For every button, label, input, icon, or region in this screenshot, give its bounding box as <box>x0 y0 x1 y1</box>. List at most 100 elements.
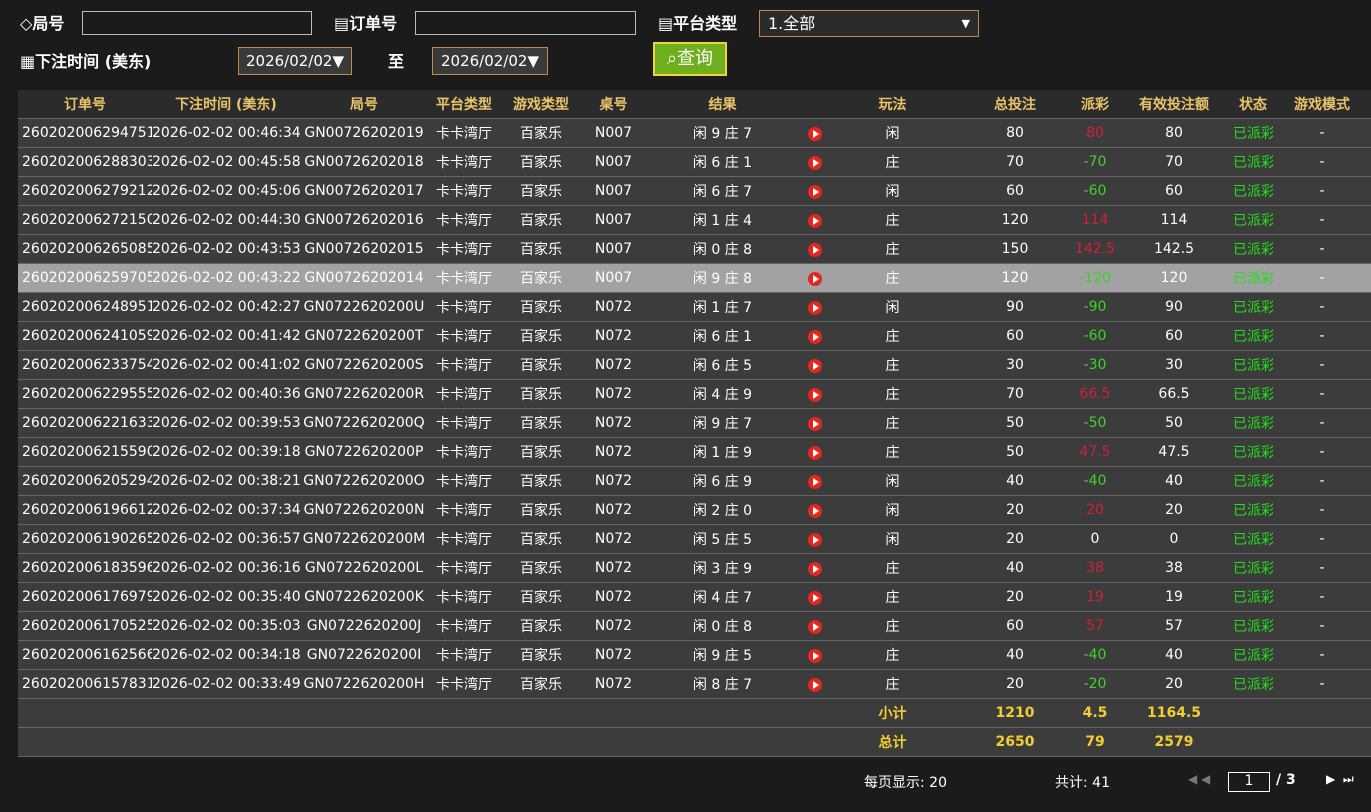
cell: 百家乐 <box>500 321 582 351</box>
video-cell <box>800 611 830 641</box>
prev-buttons[interactable]: ◀ ◀ <box>1188 772 1211 786</box>
cell: 2026-02-02 00:35:40 <box>152 582 300 612</box>
cell: 百家乐 <box>500 234 582 264</box>
cell: 50 <box>955 437 1075 467</box>
video-icon[interactable] <box>808 504 822 518</box>
cell: 百家乐 <box>500 147 582 177</box>
video-icon[interactable] <box>808 417 822 431</box>
cell: 40 <box>1115 640 1233 670</box>
video-icon[interactable] <box>808 214 822 228</box>
cell: 47.5 <box>1115 437 1233 467</box>
table-row: 260202006196612 2026-02-02 00:37:34 GN0722… <box>18 495 1371 525</box>
video-cell <box>800 524 830 554</box>
video-cell <box>800 495 830 525</box>
cell: GN0722620200T <box>300 321 428 351</box>
cell: 260202006233754 <box>18 350 152 380</box>
cell: 120 <box>955 205 1075 235</box>
video-icon[interactable] <box>808 591 822 605</box>
cell: 百家乐 <box>500 495 582 525</box>
video-icon[interactable] <box>808 533 822 547</box>
platform-select[interactable]: 1.全部 ▼ <box>759 10 979 37</box>
platform-value: 1.全部 <box>768 14 816 33</box>
cell: 庄 <box>830 611 955 641</box>
video-icon[interactable] <box>808 475 822 489</box>
cell: 260202006215590 <box>18 437 152 467</box>
cell: 百家乐 <box>500 611 582 641</box>
column-header: 总投注 <box>955 90 1075 119</box>
video-icon[interactable] <box>808 678 822 692</box>
round-input[interactable] <box>82 11 312 35</box>
next-buttons[interactable]: ▶ ⏭ <box>1326 772 1354 786</box>
empty-cell <box>800 727 830 757</box>
cell: 已派彩 <box>1233 176 1273 206</box>
cell: 已派彩 <box>1233 495 1273 525</box>
cell: 闲 4 庄 9 <box>645 379 800 409</box>
empty-cell <box>1233 698 1273 728</box>
video-icon[interactable] <box>808 272 822 286</box>
cell: 庄 <box>830 205 955 235</box>
cell: 2026-02-02 00:44:30 <box>152 205 300 235</box>
table-row: 260202006183596 2026-02-02 00:36:16 GN0722… <box>18 553 1371 583</box>
date-from[interactable]: 2026/02/02▼ <box>238 47 352 75</box>
cell: 260202006229555 <box>18 379 152 409</box>
cell: 20 <box>955 582 1075 612</box>
query-button[interactable]: ⌕查询 <box>653 42 727 76</box>
cell: 庄 <box>830 437 955 467</box>
cell: 60 <box>1115 176 1233 206</box>
cell: 闲 1 庄 4 <box>645 205 800 235</box>
video-icon[interactable] <box>808 156 822 170</box>
video-icon[interactable] <box>808 243 822 257</box>
cell: 闲 <box>830 495 955 525</box>
total-cell: 2650 <box>955 727 1075 757</box>
video-icon[interactable] <box>808 301 822 315</box>
cell: 已派彩 <box>1233 408 1273 438</box>
header-row: 订单号 下注时间 (美东) 局号 平台类型 游戏类型 桌号 结果 玩法 总投注 派彩 有效投注额 状态… <box>18 90 1371 119</box>
cell: 260202006265085 <box>18 234 152 264</box>
cell: 2026-02-02 00:33:49 <box>152 669 300 699</box>
cell: 2026-02-02 00:41:02 <box>152 350 300 380</box>
cell: 2026-02-02 00:45:58 <box>152 147 300 177</box>
cell: - <box>1273 524 1371 554</box>
video-cell <box>800 379 830 409</box>
page-input[interactable]: 1 <box>1228 772 1270 792</box>
video-icon[interactable] <box>808 127 822 141</box>
video-cell <box>800 147 830 177</box>
cell: 260202006162566 <box>18 640 152 670</box>
cell: 70 <box>955 147 1075 177</box>
date-to[interactable]: 2026/02/02▼ <box>432 47 548 75</box>
video-icon[interactable] <box>808 649 822 663</box>
order-input[interactable] <box>415 11 636 35</box>
cell: 已派彩 <box>1233 234 1273 264</box>
video-icon[interactable] <box>808 562 822 576</box>
cell: 庄 <box>830 582 955 612</box>
cell: 90 <box>955 292 1075 322</box>
cell: 百家乐 <box>500 292 582 322</box>
video-cell <box>800 640 830 670</box>
video-cell <box>800 350 830 380</box>
video-icon[interactable] <box>808 185 822 199</box>
empty-cell <box>428 727 500 757</box>
subtotal-cell: 1210 <box>955 698 1075 728</box>
cell: - <box>1273 640 1371 670</box>
cell: 20 <box>1075 495 1115 525</box>
video-icon[interactable] <box>808 359 822 373</box>
empty-cell <box>582 727 645 757</box>
column-header: 有效投注额 <box>1115 90 1233 119</box>
cell: 百家乐 <box>500 263 582 293</box>
total-cell: 总计 <box>830 727 955 757</box>
video-icon[interactable] <box>808 330 822 344</box>
cell: - <box>1273 176 1371 206</box>
table-row: 260202006248951 2026-02-02 00:42:27 GN0722… <box>18 292 1371 322</box>
video-icon[interactable] <box>808 620 822 634</box>
empty-cell <box>18 727 152 757</box>
video-icon[interactable] <box>808 388 822 402</box>
cell: 卡卡湾厅 <box>428 466 500 496</box>
cell: 闲 9 庄 7 <box>645 118 800 148</box>
cell: 57 <box>1075 611 1115 641</box>
cell: -60 <box>1075 321 1115 351</box>
cell: 卡卡湾厅 <box>428 205 500 235</box>
cell: 庄 <box>830 640 955 670</box>
video-icon[interactable] <box>808 446 822 460</box>
